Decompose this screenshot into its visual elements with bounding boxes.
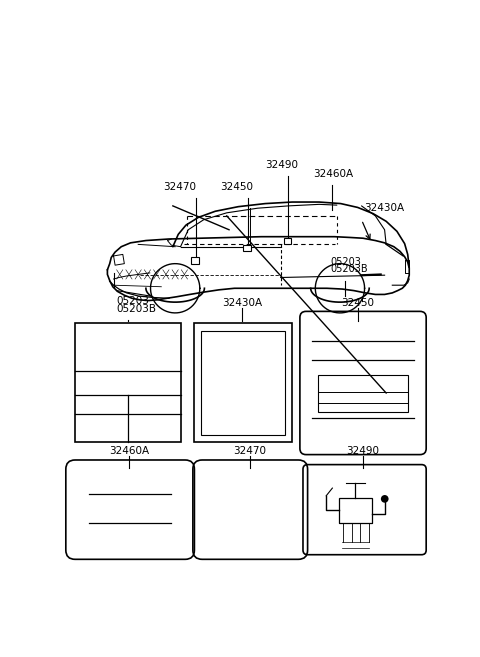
Text: 32460A: 32460A: [313, 169, 353, 179]
Text: 05203B: 05203B: [331, 264, 368, 275]
Bar: [75, 323, 181, 442]
Circle shape: [381, 495, 389, 503]
Text: 32430A: 32430A: [364, 203, 404, 213]
Text: 32490: 32490: [265, 160, 298, 170]
Bar: [284, 238, 291, 244]
Bar: [192, 258, 199, 263]
Bar: [338, 498, 372, 523]
Text: 32470: 32470: [164, 182, 197, 192]
Text: 32460A: 32460A: [109, 446, 149, 456]
Text: 05203: 05203: [117, 296, 149, 306]
Text: 05203B: 05203B: [117, 304, 156, 313]
Bar: [243, 245, 251, 252]
Text: 32490: 32490: [347, 446, 380, 456]
Bar: [318, 375, 408, 412]
Text: 32430A: 32430A: [222, 298, 262, 307]
Text: 32450: 32450: [221, 182, 253, 192]
Text: 32450: 32450: [341, 298, 374, 307]
Text: 05203: 05203: [331, 257, 361, 267]
Text: 32470: 32470: [233, 446, 266, 456]
Bar: [201, 330, 285, 434]
Bar: [193, 323, 292, 442]
